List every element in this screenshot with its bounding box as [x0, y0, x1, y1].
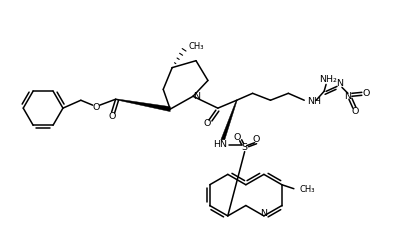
Text: O: O — [362, 89, 369, 98]
Text: HN: HN — [213, 140, 227, 149]
Text: N: N — [344, 92, 351, 101]
Text: CH₃: CH₃ — [188, 42, 204, 51]
Text: O: O — [203, 120, 211, 128]
Polygon shape — [116, 99, 170, 112]
Text: CH₃: CH₃ — [300, 185, 315, 194]
Text: O: O — [253, 135, 260, 144]
Text: S: S — [242, 143, 248, 152]
Text: N: N — [336, 79, 343, 88]
Text: O: O — [92, 103, 99, 112]
Text: N: N — [261, 209, 267, 218]
Text: O: O — [351, 107, 358, 116]
Text: N: N — [193, 92, 200, 101]
Polygon shape — [221, 100, 237, 140]
Text: O: O — [233, 133, 241, 142]
Text: NH: NH — [307, 97, 321, 106]
Text: O: O — [109, 112, 116, 120]
Text: NH₂: NH₂ — [319, 75, 337, 84]
